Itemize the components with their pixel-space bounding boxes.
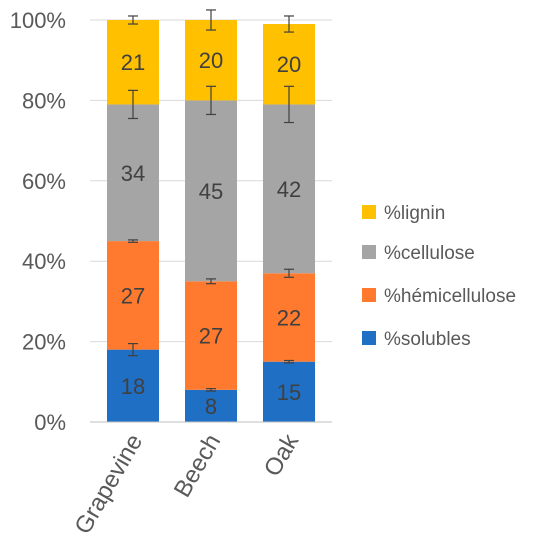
legend-entry: %hémicellulose (362, 286, 516, 307)
data-label: 20 (199, 48, 223, 73)
error-bar (206, 9, 216, 31)
y-tick-label: 80% (22, 88, 66, 113)
y-tick-label: 0% (34, 410, 66, 435)
data-label: 27 (121, 283, 145, 308)
bar-segment (185, 100, 237, 282)
legend-swatch (362, 205, 376, 219)
legend-label: %cellulose (384, 243, 475, 264)
y-tick-label: 100% (10, 8, 66, 33)
data-label: 15 (277, 380, 301, 405)
x-axis: Grapevine Beech Oak (69, 421, 332, 539)
error-bar (128, 239, 138, 243)
data-label: 45 (199, 179, 223, 204)
x-tick-label: Beech (169, 430, 226, 502)
y-tick-label: 20% (22, 330, 66, 355)
legend: %lignin %cellulose %hémicellulose %solubles (362, 203, 516, 350)
legend-entry: %lignin (362, 203, 445, 224)
bar-segment (185, 281, 237, 390)
data-label: 22 (277, 305, 301, 330)
x-tick-label: Oak (259, 429, 305, 481)
legend-swatch (362, 288, 376, 302)
legend-entry: %cellulose (362, 243, 475, 264)
error-bars (128, 9, 294, 392)
error-bar (206, 278, 216, 285)
data-label: 8 (205, 394, 217, 419)
y-axis: 0% 20% 40% 60% 80% 100% (10, 8, 66, 435)
error-bar (206, 388, 216, 392)
bar-segment (185, 389, 237, 422)
bar-segment (107, 349, 159, 422)
error-bar (128, 15, 138, 25)
bar-segment (263, 273, 315, 362)
bar-segment (263, 361, 315, 422)
data-label: 42 (277, 177, 301, 202)
legend-label: %solubles (384, 329, 471, 350)
error-bar (128, 89, 138, 120)
x-tick-label: Grapevine (69, 430, 148, 539)
y-tick-label: 40% (22, 249, 66, 274)
data-label: 20 (277, 52, 301, 77)
error-bar (284, 15, 294, 33)
error-bar (206, 85, 216, 116)
legend-swatch (362, 331, 376, 345)
bar-segment (263, 104, 315, 274)
error-bar (284, 268, 294, 278)
error-bar (128, 343, 138, 357)
bars (107, 20, 315, 422)
legend-entry: %solubles (362, 329, 471, 350)
error-bar (284, 359, 294, 364)
legend-label: %hémicellulose (384, 286, 516, 307)
data-label: 27 (199, 324, 223, 349)
legend-swatch (362, 245, 376, 259)
error-bar (284, 85, 294, 124)
bar-segment (107, 241, 159, 350)
bar-segment (107, 104, 159, 242)
y-tick-label: 60% (22, 169, 66, 194)
data-labels: 18 27 34 21 8 27 45 20 15 22 42 20 (121, 48, 301, 419)
data-label: 34 (121, 161, 145, 186)
data-label: 21 (121, 50, 145, 75)
legend-label: %lignin (384, 203, 445, 224)
data-label: 18 (121, 374, 145, 399)
